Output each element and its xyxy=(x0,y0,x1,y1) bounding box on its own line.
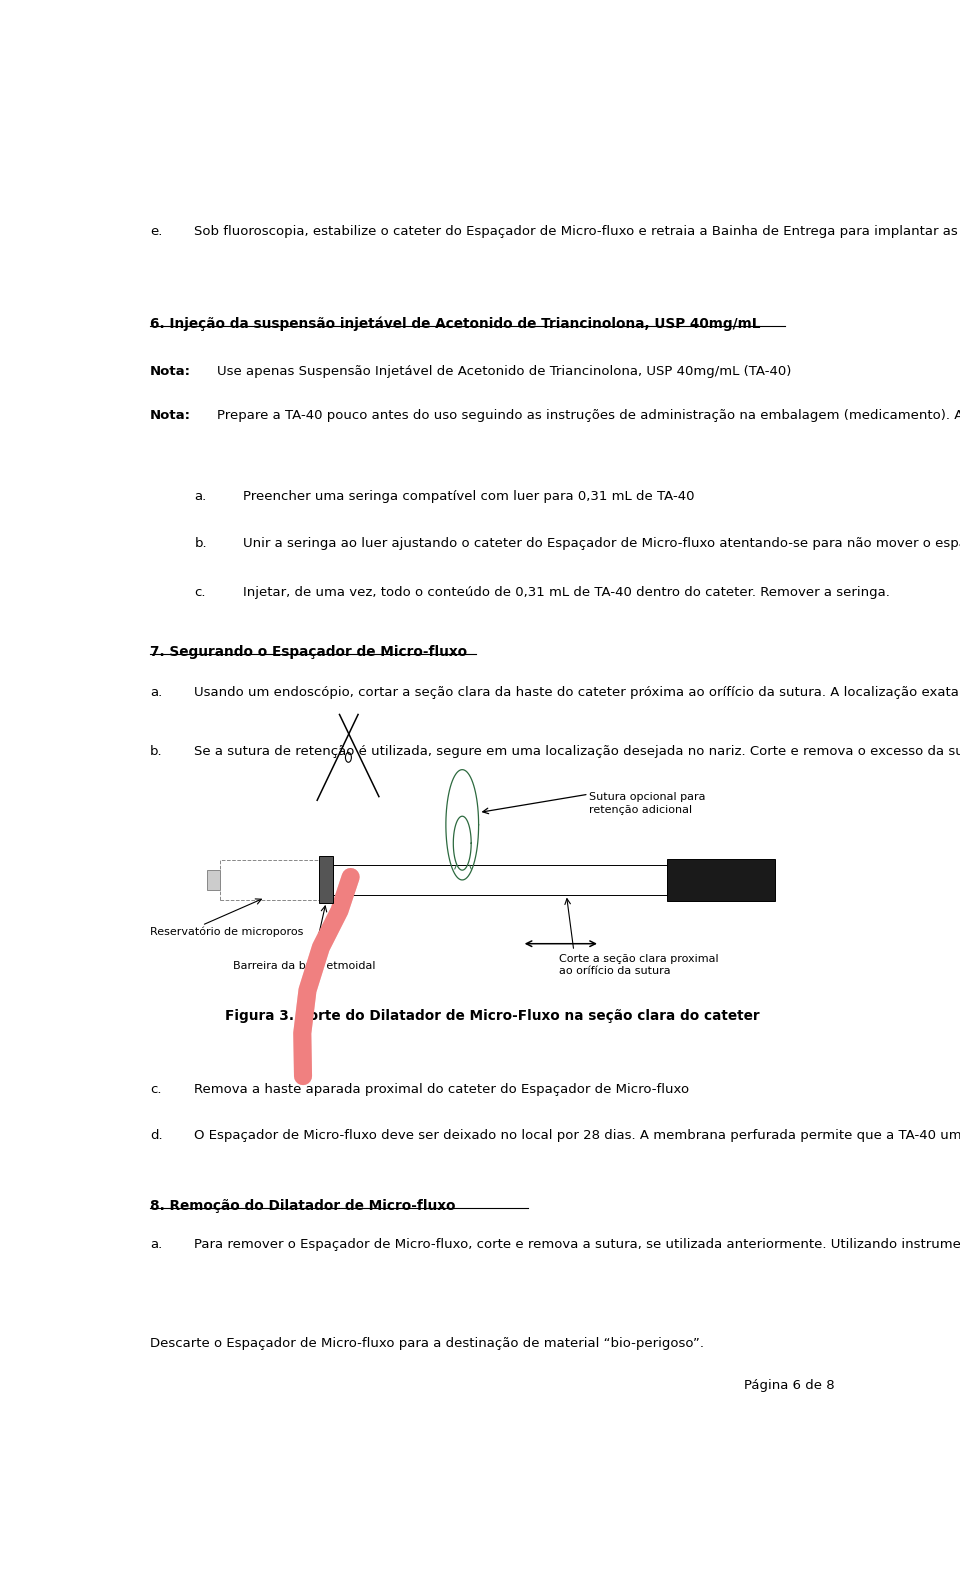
Text: Se a sutura de retenção é utilizada, segure em uma localização desejada no nariz: Se a sutura de retenção é utilizada, seg… xyxy=(194,745,960,758)
Bar xyxy=(207,871,221,890)
Text: c.: c. xyxy=(150,1084,161,1097)
Text: 7. Segurando o Espaçador de Micro-fluxo: 7. Segurando o Espaçador de Micro-fluxo xyxy=(150,645,467,659)
Text: Descarte o Espaçador de Micro-fluxo para a destinação de material “bio-perigoso”: Descarte o Espaçador de Micro-fluxo para… xyxy=(150,1337,704,1350)
Text: e.: e. xyxy=(150,226,162,239)
Text: Página 6 de 8: Página 6 de 8 xyxy=(744,1379,834,1393)
Text: d.: d. xyxy=(150,1129,162,1141)
Text: Barreira da bula etmoidal: Barreira da bula etmoidal xyxy=(233,962,375,971)
Text: Preencher uma seringa compatível com luer para 0,31 mL de TA-40: Preencher uma seringa compatível com lue… xyxy=(243,490,694,503)
Bar xyxy=(221,860,321,899)
Text: Para remover o Espaçador de Micro-fluxo, corte e remova a sutura, se utilizada a: Para remover o Espaçador de Micro-fluxo,… xyxy=(194,1239,960,1251)
Text: Nota:: Nota: xyxy=(150,365,191,379)
Bar xyxy=(333,866,667,895)
Text: 8. Remoção do Dilatador de Micro-fluxo: 8. Remoção do Dilatador de Micro-fluxo xyxy=(150,1199,455,1213)
Text: a.: a. xyxy=(150,1239,162,1251)
Text: b.: b. xyxy=(150,745,162,758)
Text: Sutura opcional para
retenção adicional: Sutura opcional para retenção adicional xyxy=(588,791,706,815)
Text: c.: c. xyxy=(194,586,205,599)
Text: Corte a seção clara proximal
ao orífício da sutura: Corte a seção clara proximal ao orífício… xyxy=(559,954,719,976)
Text: Unir a seringa ao luer ajustando o cateter do Espaçador de Micro-fluxo atentando: Unir a seringa ao luer ajustando o catet… xyxy=(243,537,960,549)
Text: O Espaçador de Micro-fluxo deve ser deixado no local por 28 dias. A membrana per: O Espaçador de Micro-fluxo deve ser deix… xyxy=(194,1129,960,1141)
Text: Figura 3. Corte do Dilatador de Micro-Fluxo na seção clara do cateter: Figura 3. Corte do Dilatador de Micro-Fl… xyxy=(225,1009,759,1022)
Text: a.: a. xyxy=(150,686,162,699)
Text: Prepare a TA-40 pouco antes do uso seguindo as instruções de administração na em: Prepare a TA-40 pouco antes do uso segui… xyxy=(217,409,960,422)
Text: Sob fluoroscopia, estabilize o cateter do Espaçador de Micro-fluxo e retraia a B: Sob fluoroscopia, estabilize o cateter d… xyxy=(194,226,960,239)
Text: Injetar, de uma vez, todo o conteúdo de 0,31 mL de TA-40 dentro do cateter. Remo: Injetar, de uma vez, todo o conteúdo de … xyxy=(243,586,890,599)
Text: 6. Injeção da suspensão injetável de Acetonido de Triancinolona, USP 40mg/mL: 6. Injeção da suspensão injetável de Ace… xyxy=(150,317,760,331)
Text: Nota:: Nota: xyxy=(150,409,191,422)
Text: b.: b. xyxy=(194,537,207,549)
Text: Usando um endoscópio, cortar a seção clara da haste do cateter próxima ao orífíc: Usando um endoscópio, cortar a seção cla… xyxy=(194,686,960,699)
Text: a.: a. xyxy=(194,490,206,503)
Text: Reservatório de microporos: Reservatório de microporos xyxy=(150,927,303,938)
Text: Use apenas Suspensão Injetável de Acetonido de Triancinolona, USP 40mg/mL (TA-40: Use apenas Suspensão Injetável de Aceton… xyxy=(217,365,791,379)
Bar xyxy=(667,860,775,901)
Bar xyxy=(320,856,333,904)
Text: Remova a haste aparada proximal do cateter do Espaçador de Micro-fluxo: Remova a haste aparada proximal do catet… xyxy=(194,1084,689,1097)
